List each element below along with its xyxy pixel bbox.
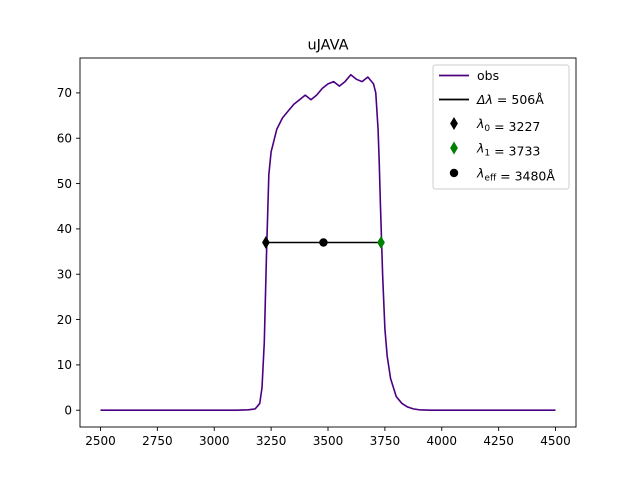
x-tick-label: 3250 (256, 434, 287, 448)
legend-label-part: = 3733 (490, 144, 540, 159)
legend-label-part: = 506Å (493, 92, 544, 107)
legend-label: obs (477, 68, 499, 83)
axes: 2500 2750 3000 3250 3500 3750 4000 4250 45000102… (57, 57, 577, 448)
lambda1-marker (377, 236, 385, 249)
x-tick-label: 2750 (142, 434, 173, 448)
legend-label: λ1 = 3733 (476, 141, 540, 159)
y-tick-label: 30 (57, 268, 72, 282)
legend-label-part: 1 (484, 149, 490, 159)
legend-label-part: Δλ (476, 92, 493, 107)
y-tick-label: 40 (57, 222, 72, 236)
chart-title: uJAVA (307, 38, 348, 54)
legend-label-part: obs (477, 68, 499, 83)
y-tick-label: 10 (57, 358, 72, 372)
x-tick-label: 3750 (370, 434, 401, 448)
legend-label-part: = 3227 (490, 119, 540, 134)
y-tick-label: 20 (57, 313, 72, 327)
legend-label-part: eff (484, 174, 497, 184)
legend-handle-diamond (450, 141, 458, 155)
y-tick-label: 50 (57, 177, 72, 191)
lambda0-marker (262, 236, 270, 249)
lambda-eff-marker (319, 238, 328, 247)
x-tick-label: 4000 (426, 434, 457, 448)
x-tick-label: 2500 (85, 434, 116, 448)
legend-label-part: λ (476, 141, 484, 156)
plot-area (100, 73, 556, 412)
y-tick-label: 60 (57, 132, 72, 146)
legend-label: Δλ = 506Å (476, 92, 544, 107)
x-tick-label: 4250 (483, 434, 514, 448)
legend-label-part: 0 (484, 124, 490, 134)
y-tick-label: 0 (64, 404, 72, 418)
legend-label-part: λ (476, 166, 484, 181)
series-line-obs (100, 73, 556, 412)
x-tick-label: 3000 (199, 434, 230, 448)
legend-box (432, 64, 570, 190)
legend-label-part: = 3480Å (496, 169, 555, 184)
legend-handle-circle (449, 168, 459, 178)
legend-label-part: λ (476, 116, 484, 131)
legend-handle-diamond (450, 117, 458, 130)
legend-label: λ0 = 3227 (476, 116, 540, 134)
x-tick-label: 4500 (540, 434, 571, 448)
x-tick-label: 3500 (313, 434, 344, 448)
legend-label: λeff = 3480Å (476, 166, 555, 184)
y-tick-label: 70 (57, 86, 72, 100)
